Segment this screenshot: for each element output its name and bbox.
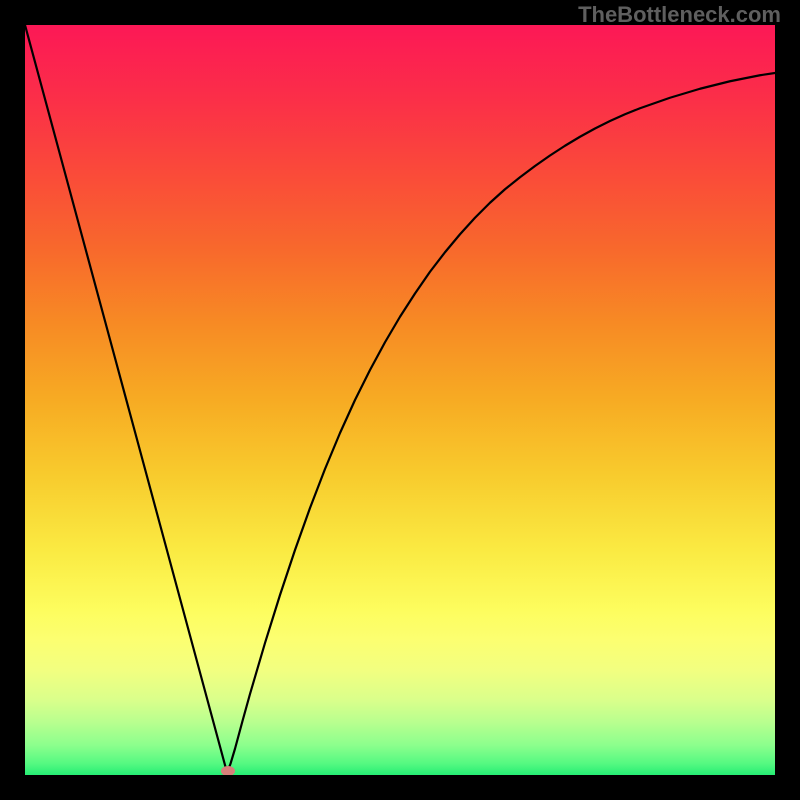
plot-area [25, 25, 775, 775]
chart-svg [25, 25, 775, 775]
optimal-point-marker [221, 766, 235, 775]
chart-frame [0, 0, 800, 800]
watermark-text: TheBottleneck.com [578, 2, 781, 28]
gradient-background [25, 25, 775, 775]
